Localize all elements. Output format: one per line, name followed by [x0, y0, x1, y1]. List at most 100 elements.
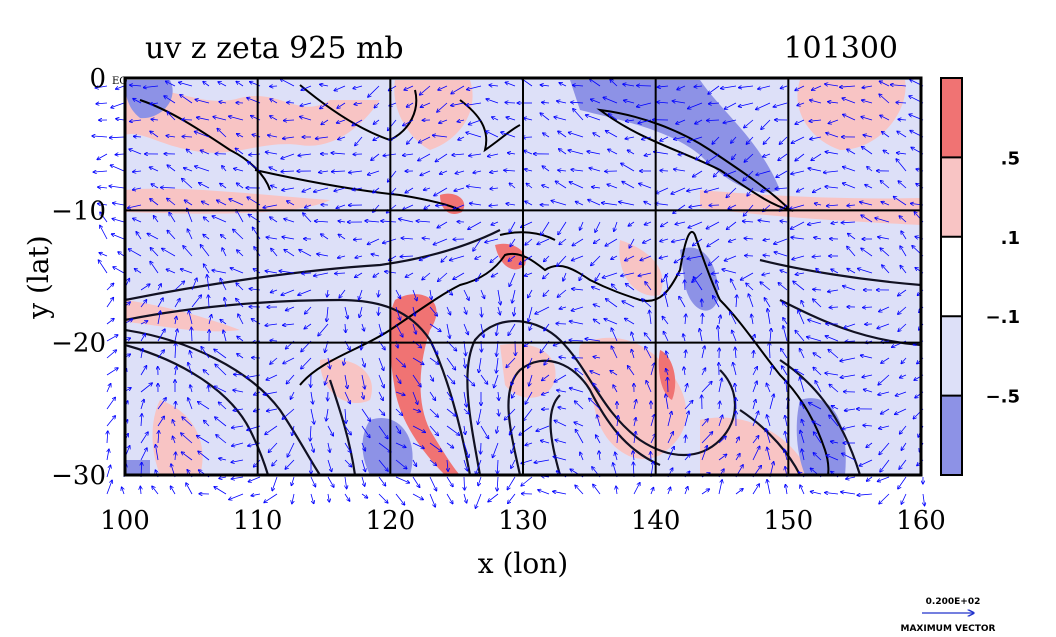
wind-vector — [109, 137, 125, 138]
wind-vector — [480, 323, 484, 338]
wind-vector — [672, 101, 686, 103]
wind-vector — [521, 476, 533, 486]
wind-vector — [783, 326, 788, 342]
y-tick-label: −20 — [51, 329, 106, 359]
wind-vector — [753, 350, 754, 359]
wind-vector — [106, 350, 117, 359]
wind-vector — [290, 391, 295, 399]
wind-vector — [491, 221, 499, 225]
wind-vector — [304, 205, 312, 208]
wind-vector — [687, 136, 703, 142]
wind-vector — [183, 246, 193, 257]
wind-vector — [112, 219, 125, 223]
wind-vector — [327, 425, 333, 436]
wind-vector — [589, 168, 601, 172]
wind-vector — [438, 85, 448, 90]
wind-vector — [183, 168, 193, 172]
wind-vector — [842, 425, 856, 429]
wind-vector — [667, 377, 668, 393]
wind-vector — [429, 306, 438, 316]
wind-vector — [412, 425, 426, 433]
y-tick-label: −10 — [51, 196, 106, 226]
colorbar-segment — [941, 157, 962, 237]
wind-vector — [208, 295, 209, 308]
wind-vector — [127, 204, 142, 208]
wind-vector — [675, 221, 686, 224]
wind-vector — [795, 273, 805, 275]
wind-vector — [464, 306, 467, 314]
wind-vector — [877, 323, 890, 329]
wind-vector — [157, 298, 163, 308]
wind-vector — [95, 86, 108, 88]
wind-vector — [895, 408, 907, 414]
wind-vector — [334, 187, 346, 191]
wind-vector — [574, 422, 584, 427]
wind-vector — [422, 272, 431, 280]
wind-vector — [446, 374, 455, 384]
wind-vector — [434, 187, 448, 196]
wind-vector — [637, 86, 652, 87]
wind-vector — [879, 425, 890, 429]
wind-vector — [776, 170, 788, 178]
wind-vector — [559, 357, 567, 358]
wind-vector — [175, 316, 177, 325]
z-contour-line — [125, 298, 472, 475]
wind-vector — [446, 357, 456, 370]
z-contour-line — [779, 359, 862, 475]
wind-vector — [195, 166, 210, 172]
wind-vector — [528, 306, 533, 322]
wind-vector — [774, 252, 788, 257]
wind-vector — [236, 183, 244, 189]
wind-vector — [800, 485, 805, 495]
wind-vector — [591, 187, 601, 188]
wind-vector — [901, 493, 907, 504]
wind-vector — [617, 432, 618, 444]
wind-vector — [174, 298, 180, 308]
wind-vector — [728, 204, 737, 209]
wind-vector — [478, 408, 482, 425]
wind-vector — [361, 408, 370, 421]
wind-vector — [199, 183, 210, 189]
wind-vector — [590, 99, 601, 104]
wind-vector — [758, 220, 771, 222]
zeta-positive-region — [125, 188, 330, 214]
wind-vector — [140, 432, 148, 444]
y-axis-ticks: 0 −10 −20 −30 — [51, 64, 106, 491]
grid — [125, 78, 921, 475]
wind-vector — [899, 459, 907, 469]
wind-vector — [420, 170, 431, 176]
wind-vector — [901, 231, 907, 240]
wind-vector — [813, 432, 822, 444]
wind-vector — [738, 86, 754, 88]
wind-vector — [179, 82, 193, 87]
wind-vector — [792, 255, 805, 260]
wind-vector — [270, 99, 278, 104]
wind-vector — [175, 452, 176, 461]
wind-vector — [689, 204, 703, 207]
wind-vector — [136, 232, 142, 240]
wind-vector — [808, 403, 822, 410]
wind-vector — [622, 301, 635, 308]
wind-vector — [721, 85, 737, 89]
wind-vector — [664, 292, 669, 308]
wind-vector — [498, 391, 499, 401]
wind-vector — [795, 153, 805, 161]
wind-vector — [264, 493, 278, 503]
wind-vector — [923, 493, 925, 506]
wind-vector — [559, 83, 567, 87]
wind-vector — [212, 216, 227, 223]
wind-vector — [511, 442, 516, 453]
wind-vector — [157, 284, 161, 291]
wind-vector — [132, 188, 142, 190]
wind-vector — [558, 407, 567, 409]
wind-vector — [381, 221, 397, 222]
wind-vector — [716, 280, 720, 291]
wind-vector — [666, 351, 668, 359]
wind-vector — [449, 255, 465, 260]
wind-vector — [812, 256, 822, 257]
wind-vector — [373, 119, 380, 124]
wind-vector — [801, 419, 804, 427]
wind-vector — [233, 229, 244, 240]
wind-vector — [271, 185, 278, 188]
wind-vector — [540, 440, 550, 444]
